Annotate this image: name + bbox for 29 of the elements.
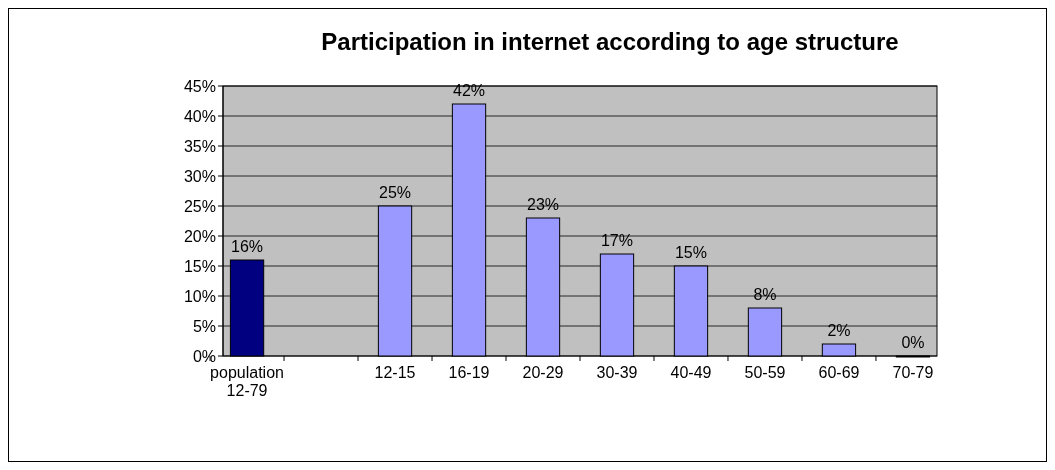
data-label: 2% xyxy=(827,322,851,339)
y-tick-label: 40% xyxy=(183,107,216,125)
data-label: 23% xyxy=(526,196,560,213)
x-tick-label: 12-15 xyxy=(374,364,416,381)
x-tick-label: 50-59 xyxy=(744,364,786,381)
y-tick-label: 35% xyxy=(183,137,216,155)
x-tick-label: 70-79 xyxy=(892,364,934,381)
data-label: 0% xyxy=(901,334,925,351)
x-tick-label: 40-49 xyxy=(670,364,712,381)
y-tick-label: 45% xyxy=(183,77,216,95)
data-label: 16% xyxy=(231,238,264,255)
y-tick-label: 10% xyxy=(183,287,216,305)
y-tick-label: 25% xyxy=(183,197,216,215)
data-label: 42% xyxy=(453,82,486,99)
data-label: 25% xyxy=(379,184,412,201)
x-tick-label: 60-69 xyxy=(818,364,860,381)
data-label: 15% xyxy=(674,244,707,261)
x-tick-label: population 12-79 xyxy=(210,364,284,400)
data-label: 17% xyxy=(600,232,634,249)
data-label: 8% xyxy=(753,286,777,303)
x-tick-label: 30-39 xyxy=(596,364,638,381)
x-tick-label: 16-19 xyxy=(448,364,490,381)
y-tick-label: 15% xyxy=(183,257,216,275)
y-tick-label: 30% xyxy=(183,167,216,185)
y-tick-label: 20% xyxy=(183,227,216,245)
y-tick-label: 0% xyxy=(192,347,216,365)
chart-title: Participation in internet according to age structure xyxy=(321,28,899,55)
y-tick-label: 5% xyxy=(192,317,216,335)
x-tick-label: 20-29 xyxy=(522,364,564,381)
